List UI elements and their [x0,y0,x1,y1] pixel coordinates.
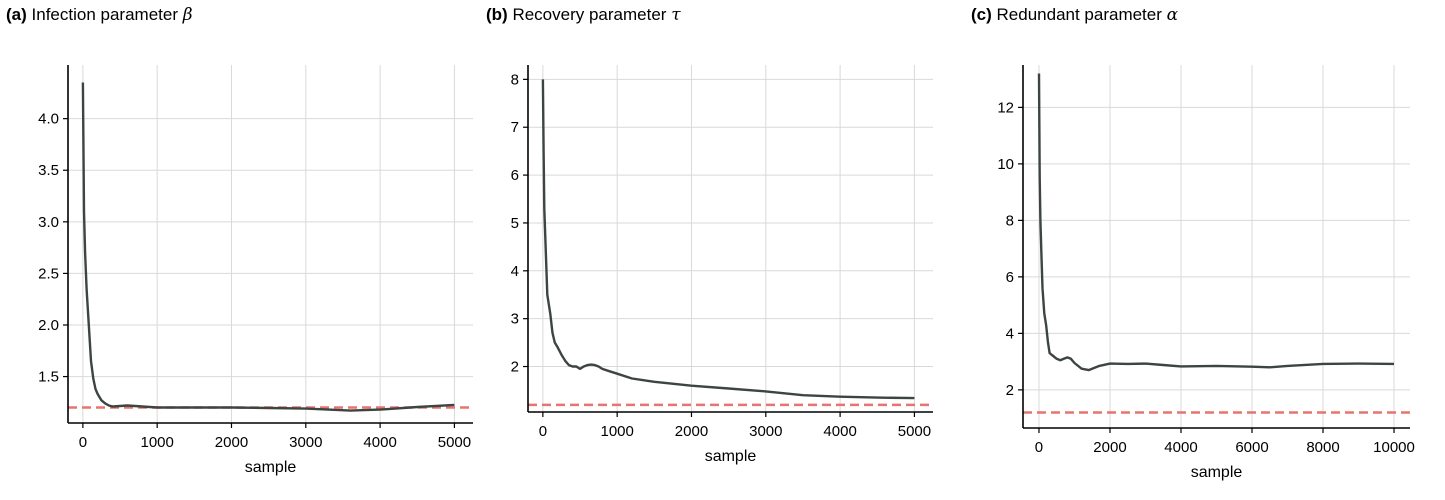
chart-infection-parameter: 0 1000 2000 3000 4000 5000 1.5 2.0 2.5 3.0 3.5 4.0 s… [38,65,473,476]
y-tick-label: 2 [1006,382,1014,399]
x-tick-label: 3000 [749,423,782,440]
panel-label: (a) [6,5,27,24]
y-tick-label: 6 [511,167,519,184]
series-line [1037,73,1395,372]
x-tick-label: 4000 [363,434,396,451]
x-tick-label: 0 [539,423,547,440]
x-tick-label: 2000 [675,423,708,440]
chart-recovery-parameter: 0 1000 2000 3000 4000 5000 2 3 4 5 6 7 8 sample [511,65,933,465]
x-tick-label: 6000 [1235,439,1268,456]
x-tick-label: 4000 [823,423,856,440]
x-tick-label: 2000 [215,434,248,451]
y-tick-label: 7 [511,119,519,136]
series-line [81,82,455,412]
x-tick-label: 2000 [1093,439,1126,456]
x-tick-label: 8000 [1306,439,1339,456]
y-tick-label: 3.5 [38,162,59,179]
panel-title: (b) Recovery parameter τ [486,5,681,25]
x-tick-label: 0 [79,434,87,451]
chart-redundant-parameter: 0 2000 4000 6000 8000 10000 2 4 6 8 10 12 sample [997,65,1415,481]
y-tick-label: 3 [511,311,519,328]
y-tick-label: 2.5 [38,265,59,282]
panel-title-text: Recovery parameter [512,5,667,24]
parameter-symbol: α [1166,5,1179,25]
y-tick-label: 6 [1006,269,1014,286]
y-tick-label: 5 [511,215,519,232]
y-tick-label: 8 [1006,212,1014,229]
y-tick-label: 2 [511,359,519,376]
x-tick-label: 3000 [289,434,322,451]
x-tick-label: 4000 [1164,439,1197,456]
panel-title-text: Infection parameter [31,5,178,24]
panel-title: (a) Infection parameter β [6,5,193,25]
parameter-symbol: τ [671,5,681,25]
y-tick-label: 12 [997,99,1014,116]
panel-b: (b) Recovery parameter τ 0 1000 2000 3000 40… [486,0,938,500]
y-tick-label: 4 [1006,325,1014,342]
x-tick-label: 1000 [140,434,173,451]
x-tick-label: 10000 [1373,439,1415,456]
panel-title-text: Redundant parameter [996,5,1162,24]
panel-a: (a) Infection parameter β 0 1000 2000 3000 4… [6,0,478,500]
x-tick-label: 5000 [438,434,471,451]
panel-c: (c) Redundant parameter α 0 2000 4000 6000 8… [971,0,1441,500]
x-axis-label: sample [705,448,757,465]
series-line [541,79,915,400]
y-tick-label: 3.0 [38,214,59,231]
parameter-symbol: β [182,5,193,25]
x-tick-label: 1000 [600,423,633,440]
panel-title: (c) Redundant parameter α [971,5,1178,25]
y-tick-label: 1.5 [38,369,59,386]
y-tick-label: 10 [997,156,1014,173]
x-tick-label: 0 [1035,439,1043,456]
x-tick-label: 5000 [898,423,931,440]
x-axis-label: sample [245,459,297,476]
panel-label: (b) [486,5,508,24]
y-tick-label: 8 [511,71,519,88]
y-tick-label: 4 [511,263,519,280]
panel-label: (c) [971,5,992,24]
y-tick-label: 2.0 [38,317,59,334]
x-axis-label: sample [1191,464,1243,481]
y-tick-label: 4.0 [38,111,59,128]
